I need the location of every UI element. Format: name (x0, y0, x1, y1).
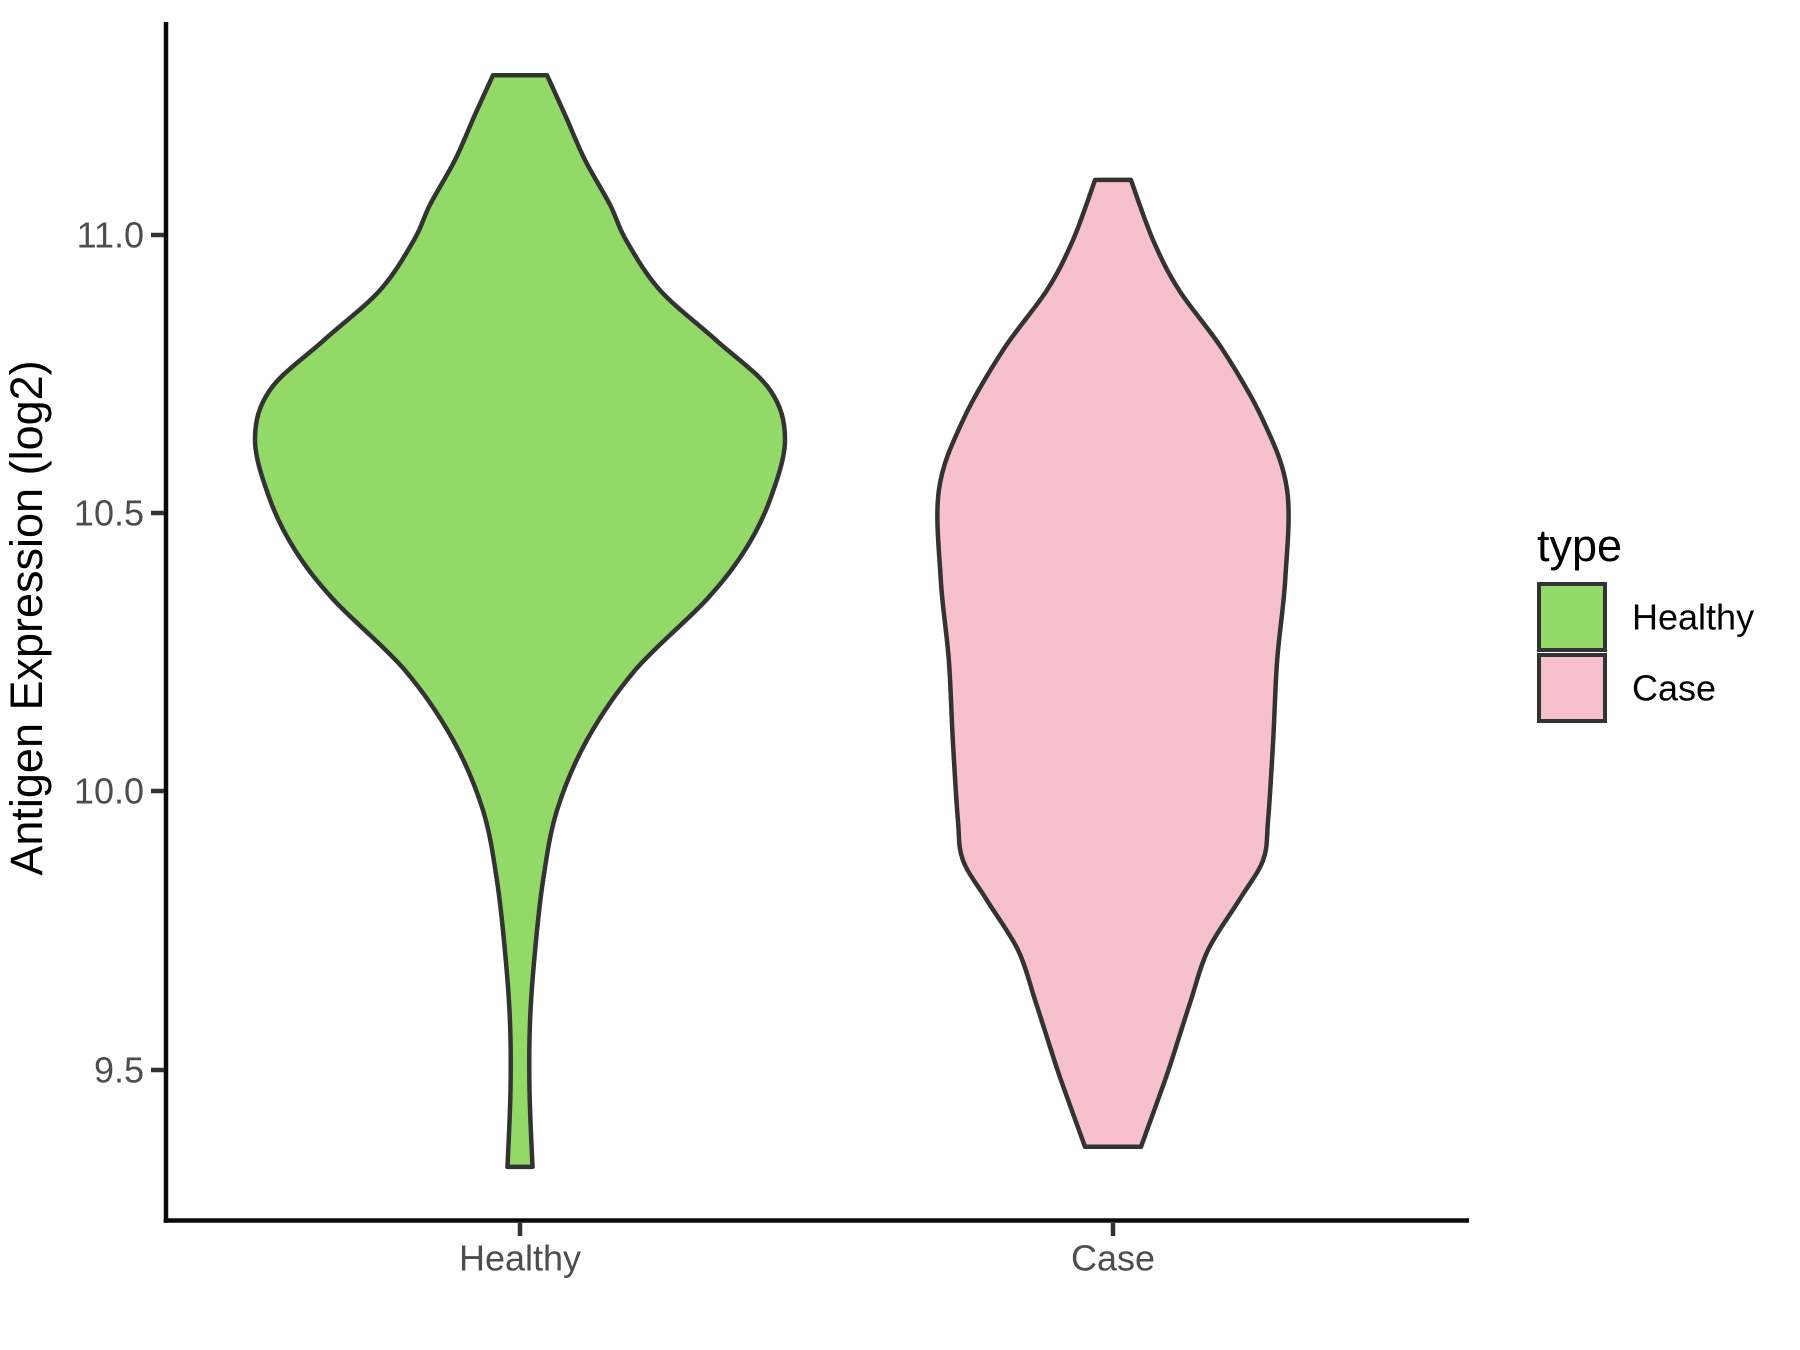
violin-case (935, 177, 1291, 1150)
x-tick-label-healthy: Healthy (459, 1238, 581, 1279)
legend-key-case (1537, 653, 1607, 723)
y-tick-label: 10.5 (74, 493, 144, 534)
legend-label-case: Case (1632, 668, 1716, 709)
legend-label-healthy: Healthy (1632, 597, 1754, 638)
x-tick-label-case: Case (1071, 1238, 1155, 1279)
legend-title: type (1537, 520, 1622, 571)
y-tick-label: 11.0 (77, 215, 144, 256)
y-axis-title: Antigen Expression (log2) (1, 360, 52, 875)
legend: type Healthy Case (1537, 520, 1754, 723)
x-axis: Healthy Case (163, 1218, 1469, 1279)
legend-key-healthy (1537, 582, 1607, 652)
violin-healthy (252, 72, 788, 1170)
y-tick-label: 10.0 (74, 771, 144, 812)
violins (252, 72, 1291, 1170)
y-tick-label: 9.5 (94, 1050, 144, 1091)
y-axis: 11.0 10.5 10.0 9.5 Antigen Expression (l… (1, 22, 169, 1223)
